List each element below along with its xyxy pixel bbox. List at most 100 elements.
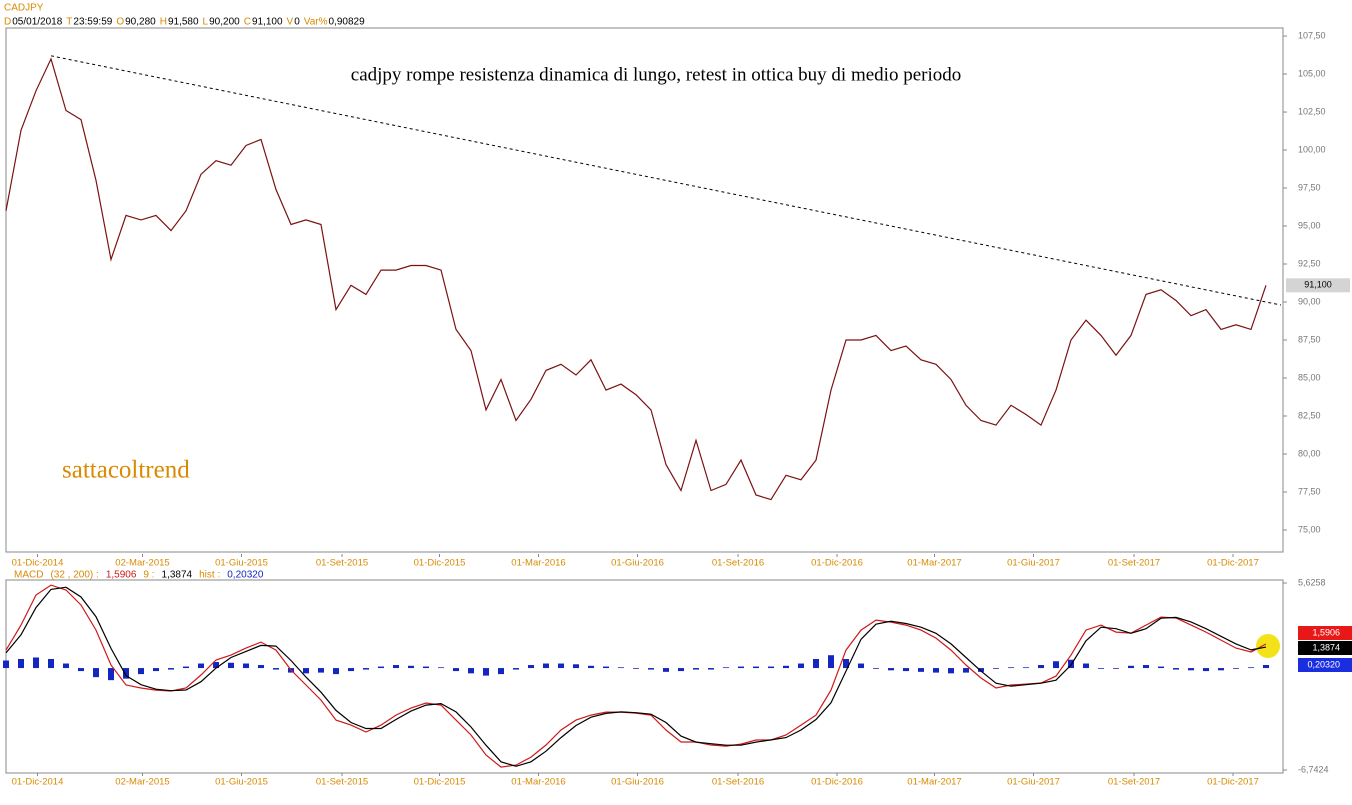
- hist-bar: [678, 668, 684, 672]
- x-tick-label-bottom: 01-Set-2017: [1108, 777, 1160, 788]
- highlight-circle: [1256, 634, 1280, 658]
- hist-bar: [768, 666, 774, 669]
- header-value: 0: [294, 17, 300, 28]
- hist-bar: [483, 668, 489, 676]
- hist-bar: [363, 668, 369, 670]
- hist-bar: [993, 668, 999, 669]
- macd-y-tick-label: -6,7424: [1298, 764, 1329, 774]
- hist-bar: [63, 663, 69, 669]
- hist-bar: [663, 668, 669, 672]
- header-value: 0,90829: [328, 17, 365, 28]
- hist-bar: [858, 663, 864, 669]
- x-tick-label-bottom: 02-Mar-2015: [115, 777, 169, 788]
- header-key: V: [287, 17, 294, 28]
- header-key: L: [203, 17, 209, 28]
- hist-bar: [618, 667, 624, 669]
- header-value: 91,100: [252, 17, 283, 28]
- x-tick-label-bottom: 01-Giu-2017: [1007, 777, 1060, 788]
- x-tick-label-bottom: 01-Mar-2016: [511, 777, 565, 788]
- hist-bar: [843, 658, 849, 669]
- hist-bar: [1053, 661, 1059, 669]
- hist-bar: [93, 668, 99, 678]
- macd-y-tick-label: 5,6258: [1298, 577, 1326, 587]
- hist-bar: [1248, 667, 1254, 669]
- hist-bar: [78, 668, 84, 672]
- hist-name: hist :: [199, 570, 220, 581]
- hist-bar: [258, 665, 264, 669]
- hist-bar: [3, 660, 9, 669]
- hist-bar: [408, 665, 414, 669]
- hist-bar: [1263, 664, 1269, 669]
- hist-bar: [963, 668, 969, 673]
- x-tick-label-bottom: 01-Mar-2017: [907, 777, 961, 788]
- y-tick-label: 92,50: [1298, 258, 1321, 268]
- hist-bar: [603, 666, 609, 669]
- y-tick-label: 82,50: [1298, 410, 1321, 420]
- hist-bar: [123, 668, 129, 679]
- hist-bar: [798, 663, 804, 669]
- last-price-box: [1286, 278, 1350, 293]
- x-tick-label: 01-Set-2016: [712, 558, 764, 569]
- hist-bar: [813, 658, 819, 669]
- hist-bar: [348, 668, 354, 672]
- y-tick-label: 90,00: [1298, 296, 1321, 306]
- hist-bar: [573, 664, 579, 669]
- hist-bar: [513, 668, 519, 670]
- macd-name: MACD: [14, 570, 43, 581]
- hist-bar: [48, 658, 54, 669]
- hist-bar: [888, 668, 894, 671]
- x-tick-label-bottom: 01-Set-2015: [316, 777, 368, 788]
- header-key: C: [244, 17, 251, 28]
- header-value: 90,280: [125, 17, 156, 28]
- last-price-label: 91,100: [1304, 280, 1332, 290]
- hist-bar: [33, 657, 39, 669]
- hist-bar: [1008, 667, 1014, 669]
- y-tick-label: 80,00: [1298, 448, 1321, 458]
- hist-bar: [723, 667, 729, 669]
- hist-bar: [558, 663, 564, 669]
- hist-bar: [1203, 668, 1209, 672]
- hist-bar: [633, 668, 639, 669]
- x-tick-label-bottom: 01-Dic-2017: [1207, 777, 1259, 788]
- hist-bar: [1023, 667, 1029, 669]
- hist-bar: [318, 668, 324, 673]
- hist-bar: [1158, 666, 1164, 669]
- y-tick-label: 107,50: [1298, 30, 1326, 40]
- hist-bar: [303, 668, 309, 674]
- price-line: [5, 57, 1267, 501]
- hist-bar: [1188, 668, 1194, 671]
- hist-bar: [1113, 668, 1119, 669]
- hist-bar: [1083, 663, 1089, 669]
- header-key: D: [4, 17, 11, 28]
- hist-bar: [903, 668, 909, 672]
- x-tick-label: 01-Mar-2016: [511, 558, 565, 569]
- hist-bar: [18, 658, 24, 669]
- y-tick-label: 102,50: [1298, 106, 1326, 116]
- signal-line-end: [1250, 646, 1267, 651]
- signal-box: [1298, 641, 1352, 655]
- x-tick-label-bottom: 01-Giu-2016: [611, 777, 664, 788]
- macd-box: [1298, 626, 1352, 640]
- signal-line: [5, 586, 1267, 767]
- x-tick-label: 01-Dic-2015: [414, 558, 466, 569]
- x-tick-label-bottom: 01-Set-2016: [712, 777, 764, 788]
- y-tick-label: 97,50: [1298, 182, 1321, 192]
- header-value: 05/01/2018: [12, 17, 62, 28]
- hist-bar: [498, 668, 504, 675]
- hist-bar: [753, 666, 759, 669]
- hist-bar: [273, 668, 279, 670]
- y-tick-label: 100,00: [1298, 144, 1326, 154]
- hist-bar: [828, 655, 834, 669]
- x-tick-label: 01-Mar-2017: [907, 558, 961, 569]
- header-key: Var%: [304, 17, 328, 28]
- signal-value: 1,3874: [162, 570, 193, 581]
- hist-bar: [108, 668, 114, 681]
- hist-bar: [1143, 665, 1149, 669]
- hist-bar: [918, 668, 924, 672]
- y-tick-label: 85,00: [1298, 372, 1321, 382]
- hist-bar: [198, 663, 204, 669]
- x-tick-label: 01-Dic-2016: [811, 558, 863, 569]
- price-panel: [5, 27, 1284, 553]
- trendline: [50, 55, 1282, 306]
